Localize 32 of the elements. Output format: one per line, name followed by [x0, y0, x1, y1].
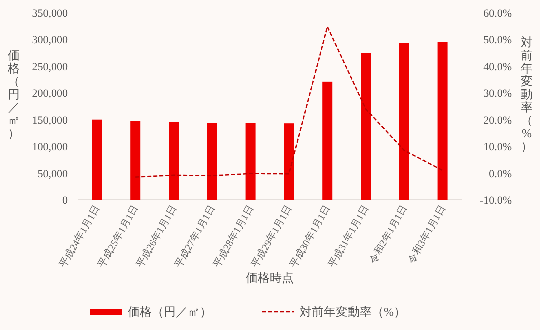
- bar: [361, 53, 371, 200]
- y-tick-label: 200,000: [32, 88, 68, 100]
- bar: [169, 122, 179, 200]
- bar: [438, 42, 448, 200]
- y-tick-label: 50,000: [38, 168, 68, 180]
- y2-tick-label: -10.0%: [480, 195, 512, 207]
- text: 対前年変動率（%）: [521, 36, 533, 154]
- y-tick-label: 0: [62, 195, 68, 207]
- y2-tick-label: 30.0%: [484, 88, 512, 100]
- y2-tick-label: 50.0%: [484, 34, 512, 47]
- y-tick-label: 150,000: [32, 114, 68, 127]
- y-tick-label: 300,000: [32, 34, 68, 47]
- bar: [130, 121, 141, 200]
- y2-tick-label: 10.0%: [484, 142, 512, 154]
- bar: [92, 120, 102, 200]
- y2-tick-label: 0.0%: [489, 168, 512, 180]
- y2-tick-label: 60.0%: [484, 8, 512, 20]
- y-axis-title: 価格（円／㎡）: [7, 48, 20, 140]
- x-axis-title: 価格時点: [246, 271, 294, 285]
- bar: [399, 43, 410, 200]
- y2-tick-label: 20.0%: [484, 114, 512, 127]
- legend-label: 対前年変動率（%）: [300, 305, 406, 319]
- line-series: [134, 26, 444, 178]
- legend-label: 価格（円／㎡）: [128, 305, 212, 319]
- bar: [284, 124, 294, 200]
- y-tick-label: 350,000: [32, 8, 68, 20]
- bar: [322, 82, 333, 200]
- y-tick-label: 100,000: [32, 142, 68, 154]
- bar: [207, 123, 218, 200]
- y2-tick-label: 40.0%: [484, 61, 512, 74]
- y-tick-label: 250,000: [32, 61, 68, 74]
- bar: [246, 123, 256, 200]
